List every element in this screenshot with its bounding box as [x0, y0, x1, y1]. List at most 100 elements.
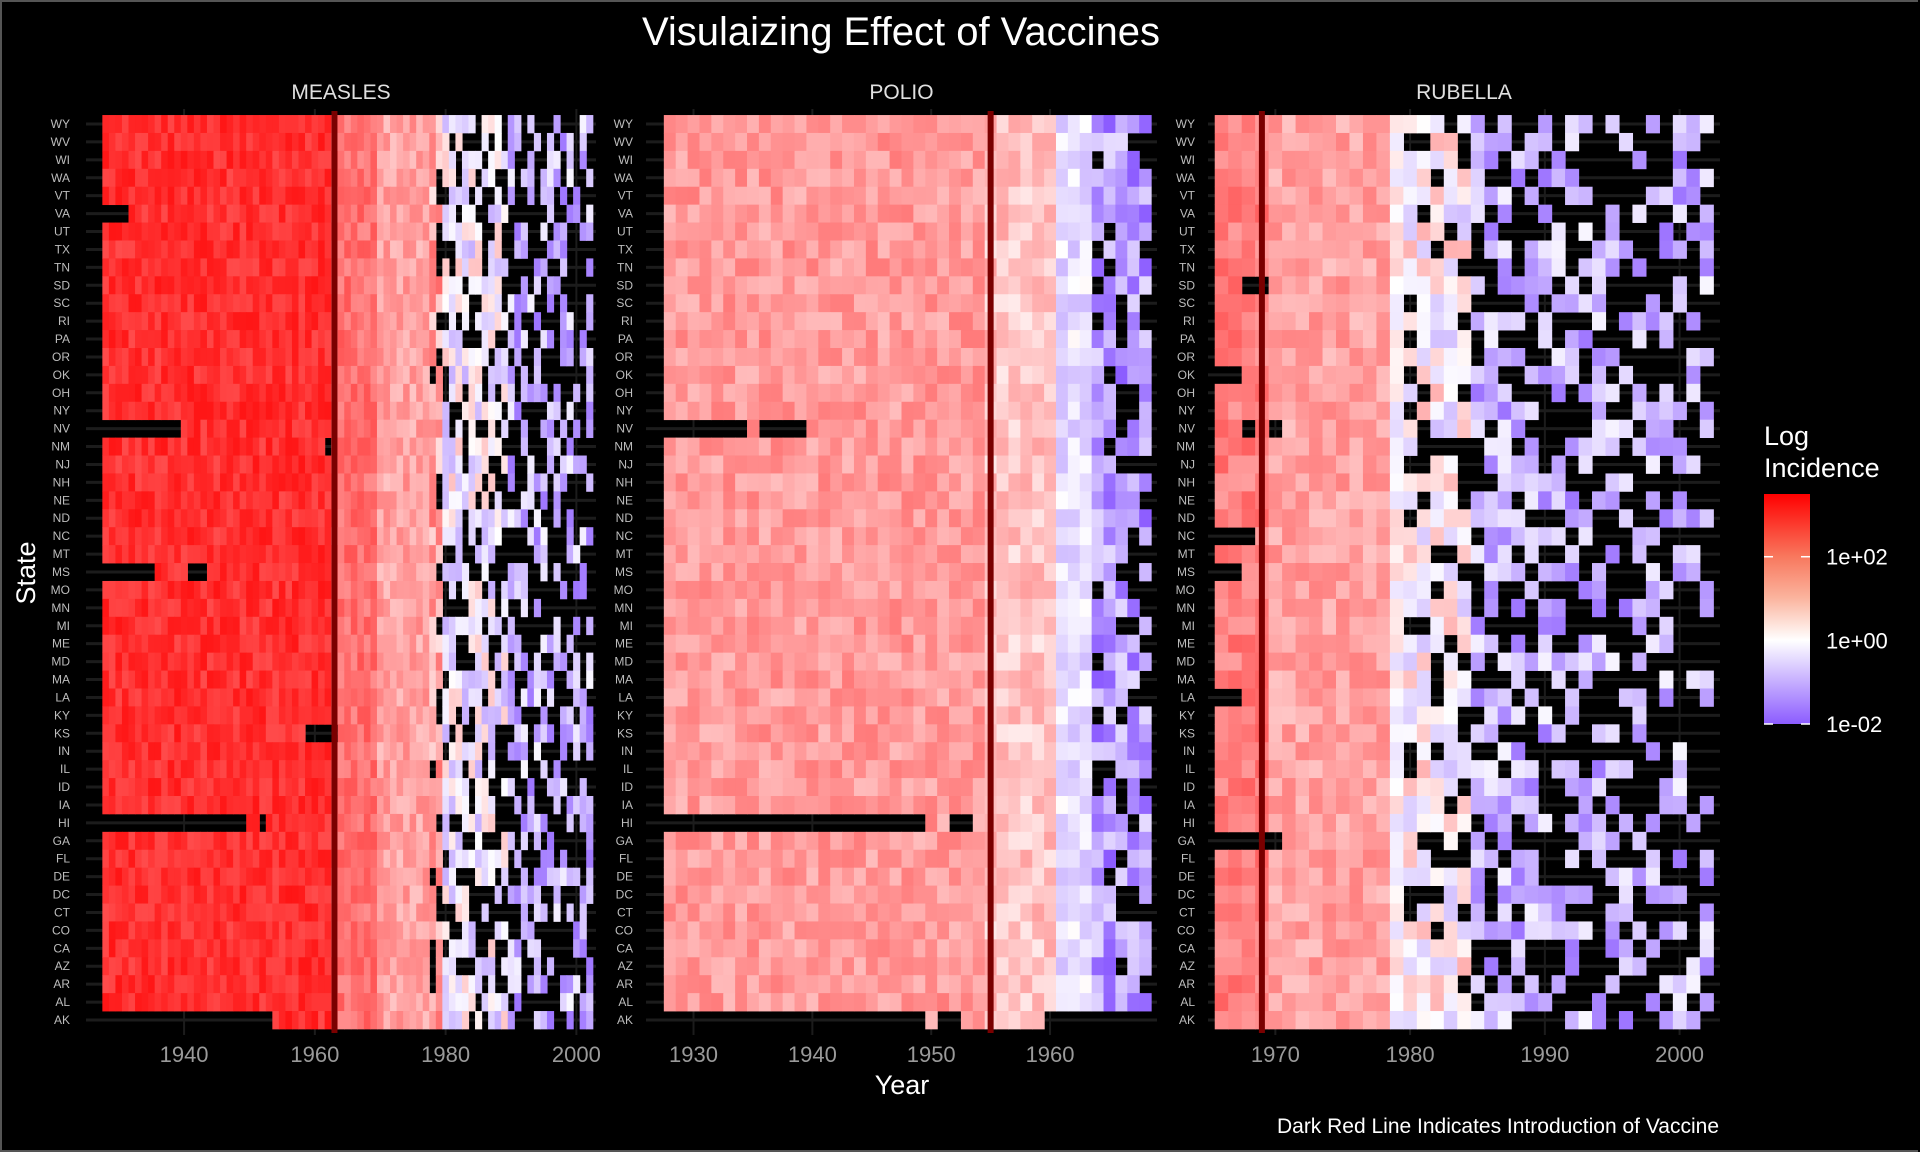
heatmap-cell — [416, 993, 424, 1012]
heatmap-cell — [711, 115, 724, 134]
heatmap-cell — [135, 885, 143, 904]
heatmap-cell — [285, 258, 293, 277]
heatmap-cell — [409, 616, 417, 636]
heatmap-cell — [370, 419, 378, 438]
heatmap-cell — [298, 760, 306, 779]
heatmap-cell — [344, 204, 352, 223]
heatmap-cell — [723, 455, 736, 474]
heatmap-cell — [213, 312, 221, 331]
heatmap-cell — [272, 903, 280, 922]
heatmap-cell — [396, 348, 404, 367]
heatmap-cell — [972, 294, 986, 313]
heatmap-cell — [259, 993, 267, 1012]
heatmap-cell — [102, 885, 110, 904]
heatmap-cell — [265, 222, 273, 241]
heatmap-cell — [520, 652, 528, 671]
heatmap-cell — [889, 473, 903, 492]
heatmap-cell — [996, 312, 1010, 331]
heatmap-cell — [167, 258, 175, 277]
heatmap-cell — [937, 634, 950, 654]
heatmap-cell — [128, 778, 136, 797]
heatmap-cell — [226, 509, 234, 528]
heatmap-cell — [180, 688, 188, 707]
heatmap-cell — [723, 473, 736, 492]
heatmap-cell — [925, 115, 938, 134]
heatmap-cell — [350, 885, 358, 904]
heatmap-cell — [148, 903, 156, 922]
heatmap-cell — [865, 796, 879, 815]
heatmap-cell — [937, 831, 950, 851]
heatmap-cell — [770, 580, 784, 600]
heatmap-cell — [494, 150, 502, 170]
heatmap-cell — [200, 688, 208, 707]
heatmap-cell — [1020, 294, 1033, 313]
heatmap-cell — [272, 957, 280, 976]
heatmap-cell — [174, 348, 182, 367]
heatmap-cell — [794, 831, 808, 851]
heatmap-cell — [233, 258, 241, 277]
heatmap-cell — [141, 545, 149, 564]
heatmap-cell — [794, 580, 808, 600]
heatmap-cell — [180, 652, 188, 671]
heatmap-cell — [1139, 186, 1152, 206]
heatmap-cell — [1055, 760, 1069, 779]
heatmap-cell — [226, 867, 234, 886]
heatmap-cell — [344, 312, 352, 331]
heatmap-cell — [311, 885, 319, 904]
heatmap-cell — [311, 903, 319, 922]
heatmap-cell — [877, 115, 891, 134]
heatmap-cell — [1008, 401, 1021, 421]
heatmap-cell — [1079, 186, 1093, 206]
heatmap-cell — [1115, 598, 1128, 618]
heatmap-cell — [357, 222, 365, 241]
heatmap-cell — [246, 778, 254, 797]
heatmap-cell — [278, 939, 287, 958]
heatmap-cell — [167, 670, 175, 689]
heatmap-cell — [370, 849, 378, 869]
heatmap-cell — [949, 527, 962, 546]
heatmap-cell — [416, 204, 424, 223]
heatmap-cell — [298, 957, 306, 976]
heatmap-cell — [972, 383, 986, 403]
heatmap-cell — [291, 742, 300, 761]
heatmap-cell — [925, 132, 938, 152]
heatmap-cell — [167, 312, 175, 331]
heatmap-cell — [259, 348, 267, 367]
heatmap-cell — [200, 222, 208, 241]
heatmap-cell — [278, 330, 287, 349]
heatmap-cell — [723, 204, 736, 223]
heatmap-cell — [475, 545, 483, 564]
heatmap-cell — [877, 473, 891, 492]
heatmap-cell — [298, 491, 306, 510]
heatmap-cell — [396, 993, 404, 1012]
heatmap-cell — [318, 993, 326, 1012]
heatmap-cell — [291, 330, 300, 349]
heatmap-cell — [305, 401, 313, 421]
heatmap-cell — [937, 132, 950, 152]
heatmap-cell — [481, 401, 489, 421]
state-label: OR — [615, 350, 633, 364]
heatmap-cell — [337, 957, 345, 976]
heatmap-cell — [972, 204, 986, 223]
heatmap-cell — [770, 688, 784, 707]
heatmap-cell — [1044, 276, 1057, 295]
heatmap-cell — [357, 348, 365, 367]
heatmap-cell — [363, 186, 372, 206]
heatmap-cell — [1032, 132, 1045, 152]
heatmap-cell — [246, 706, 254, 725]
heatmap-cell — [396, 132, 404, 152]
heatmap-cell — [901, 706, 914, 725]
heatmap-cell — [291, 939, 300, 958]
heatmap-cell — [687, 580, 701, 600]
heatmap-cell — [128, 598, 136, 618]
heatmap-cell — [403, 813, 411, 833]
heatmap-cell — [174, 240, 182, 259]
heatmap-cell — [272, 401, 280, 421]
heatmap-cell — [442, 616, 450, 636]
heatmap-cell — [376, 365, 385, 385]
heatmap-cell — [324, 742, 332, 761]
heatmap-cell — [180, 150, 188, 170]
heatmap-cell — [259, 312, 267, 331]
heatmap-cell — [1044, 563, 1057, 582]
